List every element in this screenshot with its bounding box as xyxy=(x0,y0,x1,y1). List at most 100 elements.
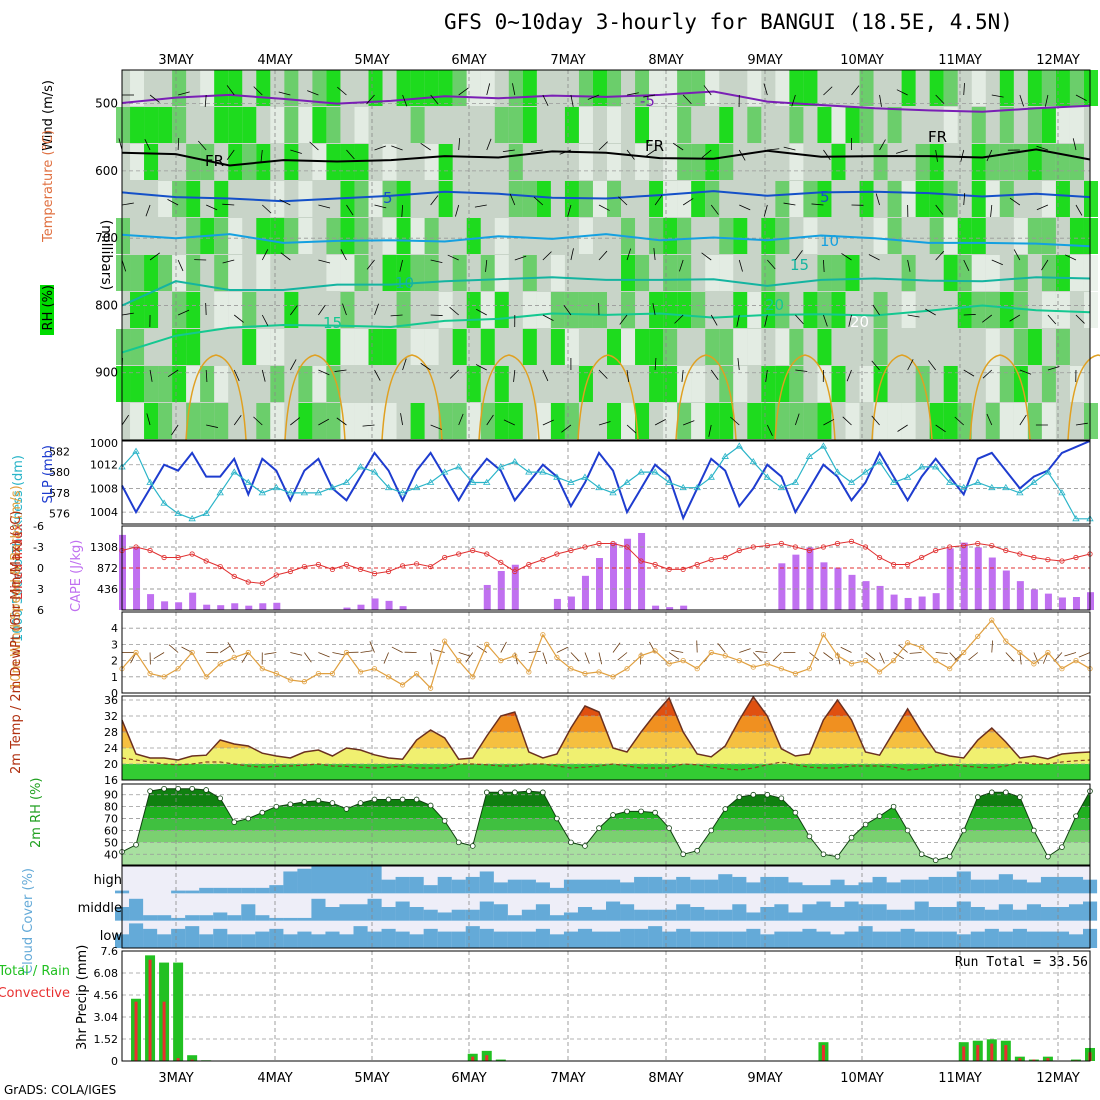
rh-cell xyxy=(228,255,243,291)
wind-barb xyxy=(823,149,831,161)
wind-barb xyxy=(279,199,291,206)
cape-bar-37 xyxy=(638,532,646,610)
cape-bar-62 xyxy=(988,557,996,610)
rh-cell xyxy=(677,292,692,328)
cloud-high-22 xyxy=(423,885,438,894)
cloud-row-label-low: low xyxy=(100,929,123,944)
cloud-low-19 xyxy=(381,928,396,948)
sfc-barb-58 xyxy=(935,652,948,654)
temp-fill-group xyxy=(122,696,1090,780)
rh-point-61 xyxy=(974,794,981,800)
warm-contour-8 xyxy=(969,354,1031,441)
cloud-middle-28 xyxy=(507,915,522,921)
rh-legend-swatch xyxy=(40,285,54,335)
sfc-barb-19 xyxy=(383,652,389,664)
cape-bar-49 xyxy=(806,547,814,610)
wind-barb xyxy=(710,204,719,215)
cape-bar-59 xyxy=(946,548,954,610)
cloud-high-25 xyxy=(465,876,480,894)
day-label-top-1: 4MAY xyxy=(257,53,292,68)
wind-barb xyxy=(289,359,297,371)
rh-cell xyxy=(1013,366,1028,402)
rh-cell xyxy=(172,366,187,402)
rh-cell xyxy=(158,366,173,402)
rh-point-25 xyxy=(469,843,476,849)
cloud-low-53 xyxy=(858,926,873,948)
wind-barb xyxy=(598,369,608,379)
wind-barb xyxy=(362,424,375,427)
rh-cell xyxy=(522,70,537,106)
thickness-point-15 xyxy=(328,483,337,491)
wind-barb xyxy=(982,314,993,323)
rh-cell xyxy=(873,329,888,365)
rh-cell xyxy=(747,329,762,365)
cloud-middle-14 xyxy=(311,898,326,921)
contour-label-2: FR xyxy=(645,137,664,155)
rh-cell xyxy=(943,181,958,217)
rh-cell xyxy=(733,218,748,254)
rh-cell xyxy=(775,292,790,328)
wind-barb xyxy=(879,139,886,151)
cloud-middle-57 xyxy=(914,901,929,921)
cape-tick-1: 872 xyxy=(97,562,118,575)
cloud-high-33 xyxy=(577,879,593,894)
pressure-axis-label: (millibars) xyxy=(98,220,114,291)
wind-barb xyxy=(598,421,611,426)
rh-cell xyxy=(943,107,958,143)
rh-cell xyxy=(172,107,187,143)
wind-barb xyxy=(618,196,628,206)
thickness-point-21 xyxy=(412,483,421,491)
wind-barb xyxy=(896,89,908,96)
cloud-low-57 xyxy=(914,931,929,948)
rh-cell xyxy=(396,255,411,291)
rh-cell xyxy=(312,403,327,439)
wind-barb xyxy=(561,424,572,433)
wind-barb xyxy=(390,314,403,317)
wind-barb xyxy=(420,362,431,371)
sfc-barb-47 xyxy=(772,652,782,662)
rh-cell xyxy=(354,144,369,180)
wind-point-14 xyxy=(315,670,322,677)
rh-point-55 xyxy=(890,803,897,810)
wind-point-52 xyxy=(848,661,855,667)
precip-legend-total: Total / Rain xyxy=(0,964,70,979)
wind-barb xyxy=(222,259,235,264)
wind-point-58 xyxy=(933,657,939,664)
cape-bar-19 xyxy=(385,600,393,610)
rh-cell xyxy=(663,144,678,180)
rh-point-67 xyxy=(1059,844,1065,850)
cape-bar-57 xyxy=(918,596,926,610)
thickness-point-17 xyxy=(356,463,365,470)
cloud-low-45 xyxy=(746,928,761,948)
thickness-axis-label: 1000-500mb Thickness (dm) xyxy=(11,455,26,642)
precip-conv-bar-4 xyxy=(176,1058,180,1061)
li-point-57 xyxy=(919,554,925,561)
rh-cell xyxy=(719,107,734,143)
wind-barb xyxy=(643,94,656,98)
sfc-barb-43 xyxy=(717,642,726,653)
li-point-11 xyxy=(273,572,279,578)
rh-cell xyxy=(508,107,523,143)
rh-cell xyxy=(873,292,888,328)
rh-cell xyxy=(803,70,818,106)
wind-barb xyxy=(783,146,796,151)
rh-cell xyxy=(410,329,425,365)
temp-frame xyxy=(121,695,1091,781)
wind-barb xyxy=(261,249,269,261)
rh-cell xyxy=(1069,107,1084,143)
sfc-barb-54 xyxy=(879,652,885,664)
slp-tick-3: 1000 xyxy=(90,437,118,450)
run-total: Run Total = 33.56 xyxy=(955,955,1088,970)
cloud-low-20 xyxy=(395,931,410,948)
sfc-barb-67 xyxy=(1053,652,1063,662)
wind-point-33 xyxy=(582,670,588,677)
rh-point-57 xyxy=(918,851,925,858)
cloud-low-43 xyxy=(718,931,733,948)
wind-barb xyxy=(935,204,944,215)
rh-cell xyxy=(424,70,439,106)
rh-cell xyxy=(719,218,734,254)
wind-barb xyxy=(374,204,387,209)
rh-cell xyxy=(522,181,537,217)
li-tick-1: -3 xyxy=(33,541,44,554)
precip-tick-4: 6.08 xyxy=(94,967,119,980)
